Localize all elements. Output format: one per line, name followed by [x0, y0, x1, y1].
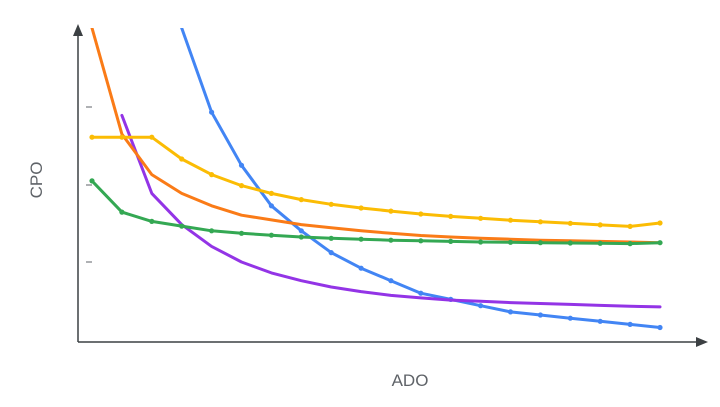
y-axis-title: CPO: [27, 162, 46, 199]
series-5-point: [268, 232, 274, 238]
series-4-point: [358, 205, 364, 211]
series-1-point: [537, 312, 544, 318]
series-5-point: [149, 218, 155, 224]
series-lines: [89, 28, 663, 331]
series-4-point: [149, 134, 155, 140]
x-axis-arrow: [696, 337, 708, 347]
series-4-point: [119, 134, 125, 140]
series-5-point: [478, 239, 484, 245]
series-1-point: [627, 321, 633, 327]
series-5-point: [179, 223, 185, 229]
series-4-point: [298, 197, 304, 203]
series-5-point: [298, 234, 304, 240]
series-line-3: [90, 28, 662, 245]
series-4-point: [507, 217, 514, 223]
series-5-point: [89, 178, 95, 184]
series-1-point: [507, 309, 514, 315]
series-4-point: [567, 220, 573, 226]
series-4-point: [268, 190, 274, 196]
series-1-point: [209, 109, 215, 115]
y-axis-arrow: [73, 24, 83, 36]
series-5-point: [597, 240, 603, 246]
series-5-point: [209, 228, 215, 234]
series-5-point: [238, 230, 245, 236]
series-1-point: [418, 290, 424, 296]
series-5-point: [567, 240, 573, 246]
series-4-point: [388, 208, 394, 214]
series-5-point: [388, 237, 394, 243]
series-line-5: [90, 179, 662, 246]
series-1-point: [298, 228, 304, 234]
series-1-point: [358, 265, 364, 271]
series-1-point: [388, 278, 394, 284]
series-line-4: [90, 135, 662, 228]
axes: [73, 24, 708, 347]
series-4-point: [597, 222, 603, 228]
series-4-point: [537, 219, 544, 225]
series-line-1: [180, 28, 662, 329]
series-4-point: [328, 201, 334, 207]
series-5-point: [358, 236, 364, 242]
series-4-point: [179, 156, 185, 162]
series-1-point: [268, 203, 274, 209]
series-line-2: [120, 113, 662, 309]
series-4-point: [238, 183, 245, 189]
series-4-point: [89, 134, 95, 140]
series-1-point: [597, 318, 603, 324]
series-1-point: [567, 315, 573, 321]
series-1-point: [238, 162, 245, 168]
series-4-point: [209, 172, 215, 178]
series-5-point: [537, 240, 544, 246]
series-5-point: [418, 238, 424, 244]
x-axis-title: ADO: [392, 371, 429, 390]
series-1-point: [478, 303, 484, 309]
series-5-point: [627, 241, 633, 247]
series-5-point: [119, 209, 125, 215]
series-5-point: [657, 240, 663, 246]
series-4-point: [478, 215, 484, 221]
series-5-point: [448, 238, 454, 244]
series-4-point: [657, 220, 663, 226]
series-4-point: [448, 213, 454, 219]
series-1-point: [328, 250, 334, 256]
series-1-point: [657, 324, 663, 331]
series-4-point: [627, 223, 633, 229]
series-5-point: [507, 239, 514, 245]
series-4-point: [418, 211, 424, 217]
series-5-point: [328, 235, 334, 241]
